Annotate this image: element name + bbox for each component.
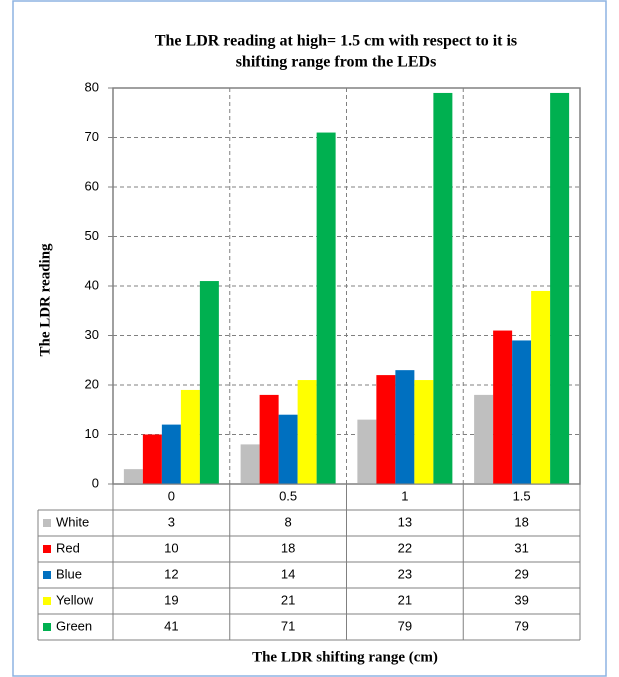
table-cell: 21	[398, 592, 412, 607]
bar	[161, 424, 181, 484]
table-cell: 22	[398, 540, 412, 555]
table-cell: 29	[514, 566, 528, 581]
table-cell: 19	[164, 592, 178, 607]
legend-swatch	[43, 519, 51, 527]
bar	[531, 290, 551, 484]
bar	[180, 389, 200, 484]
bar	[240, 444, 260, 484]
table-cell: 39	[514, 592, 528, 607]
x-tick-label: 0	[168, 488, 175, 503]
table-cell: 18	[514, 514, 528, 529]
table-cell: 23	[398, 566, 412, 581]
legend-swatch	[43, 623, 51, 631]
y-tick-label: 20	[85, 376, 99, 391]
table-cell: 3	[168, 514, 175, 529]
y-tick-label: 80	[85, 79, 99, 94]
y-axis-label: The LDR reading	[37, 243, 53, 357]
table-cell: 18	[281, 540, 295, 555]
legend-label: Yellow	[56, 592, 94, 607]
legend-label: Blue	[56, 566, 82, 581]
legend-label: Green	[56, 618, 92, 633]
chart-title: shifting range from the LEDs	[236, 54, 437, 71]
legend-swatch	[43, 597, 51, 605]
x-tick-label: 1.5	[513, 488, 531, 503]
table-cell: 21	[281, 592, 295, 607]
legend-swatch	[43, 571, 51, 579]
bar	[414, 380, 434, 484]
y-tick-label: 10	[85, 426, 99, 441]
chart-title: The LDR reading at high= 1.5 cm with res…	[155, 33, 517, 50]
table-cell: 79	[398, 618, 412, 633]
table-cell: 12	[164, 566, 178, 581]
y-tick-label: 60	[85, 178, 99, 193]
table-cell: 31	[514, 540, 528, 555]
x-tick-label: 0.5	[279, 488, 297, 503]
table-cell: 10	[164, 540, 178, 555]
y-tick-label: 70	[85, 129, 99, 144]
table-cell: 8	[285, 514, 292, 529]
legend-label: White	[56, 514, 89, 529]
table-cell: 13	[398, 514, 412, 529]
table-cell: 79	[514, 618, 528, 633]
bar	[297, 380, 317, 484]
bar	[199, 281, 219, 484]
bar	[316, 132, 336, 485]
y-tick-label: 40	[85, 277, 99, 292]
bar	[278, 414, 298, 484]
bar	[142, 434, 162, 484]
y-tick-label: 30	[85, 327, 99, 342]
bar	[433, 92, 453, 484]
bar	[493, 330, 513, 484]
x-axis-label: The LDR shifting range (cm)	[252, 649, 438, 665]
table-cell: 71	[281, 618, 295, 633]
legend-label: Red	[56, 540, 80, 555]
table-cell: 14	[281, 566, 295, 581]
bar	[259, 394, 279, 484]
y-tick-label: 0	[92, 475, 99, 490]
bar	[123, 469, 143, 484]
legend-swatch	[43, 545, 51, 553]
bar	[474, 394, 494, 484]
x-tick-label: 1	[401, 488, 408, 503]
table-cell: 41	[164, 618, 178, 633]
bar	[512, 340, 532, 484]
bar	[550, 92, 570, 484]
bar	[376, 375, 396, 484]
y-tick-label: 50	[85, 228, 99, 243]
bar	[395, 370, 415, 484]
bar	[357, 419, 377, 484]
